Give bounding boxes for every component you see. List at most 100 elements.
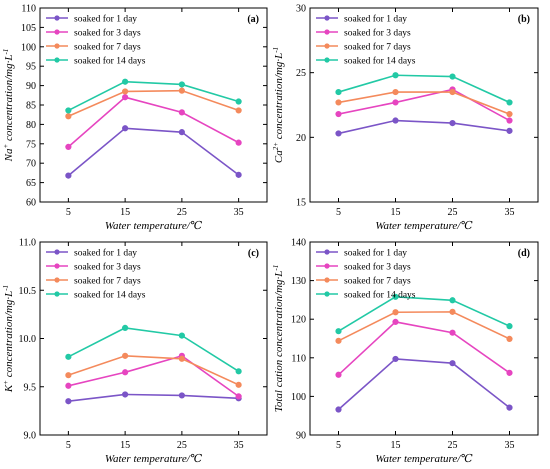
y-tick-label: 110: [21, 4, 36, 15]
y-tick-label: 9.0: [24, 431, 37, 442]
y-tick-label: 70: [26, 159, 36, 170]
data-point: [449, 120, 456, 127]
legend-swatch-marker: [54, 57, 60, 63]
y-tick-label: 100: [21, 42, 36, 53]
legend-swatch-marker: [54, 277, 60, 283]
x-tick-label: 15: [391, 440, 401, 451]
series-line-1: [68, 393, 239, 403]
y-tick-label: 120: [291, 315, 306, 326]
data-point: [235, 393, 242, 400]
legend: soaked for 1 day soaked for 3 days soaked …: [46, 14, 146, 67]
data-point: [178, 81, 185, 88]
series-line-1: [67, 127, 240, 177]
data-point: [335, 99, 342, 106]
y-axis-label: K+ concentration/mg·L-1: [2, 285, 15, 393]
x-tick-label: 15: [120, 440, 130, 451]
legend-swatch-marker: [54, 263, 60, 269]
series-line-2: [68, 354, 240, 398]
chart-panel-2: 15 20 25 30 5 15 25 35 Water temperature/℃ Ca2+ c…: [272, 4, 539, 232]
y-tick-label: 10.0: [19, 334, 37, 345]
y-tick-label: 9.5: [24, 382, 37, 393]
data-point: [122, 78, 129, 85]
data-point: [392, 99, 399, 106]
data-point: [122, 352, 129, 359]
y-tick-label: 30: [296, 4, 306, 15]
data-point: [65, 172, 72, 179]
y-tick-label: 105: [21, 23, 36, 34]
data-point: [335, 110, 342, 118]
data-point: [392, 355, 399, 363]
x-axis-label: Water temperature/℃: [105, 220, 203, 232]
legend: soaked for 1 day soaked for 3 days soaked …: [46, 248, 146, 301]
data-point: [65, 113, 72, 120]
x-tick-label: 35: [234, 207, 244, 218]
plot-frame: [309, 7, 539, 203]
x-tick-label: 5: [336, 207, 341, 218]
legend-label: soaked for 7 days: [74, 276, 141, 287]
legend: soaked for 1 day soaked for 3 days soaked …: [316, 248, 416, 301]
y-tick-label: 110: [291, 353, 306, 364]
legend-label: soaked for 3 days: [74, 262, 141, 273]
x-tick-label: 35: [505, 440, 515, 451]
legend-swatch-marker: [324, 249, 330, 255]
data-point: [449, 329, 456, 336]
legend-label: soaked for 3 days: [344, 262, 411, 273]
series-line-4: [68, 80, 239, 112]
data-point: [65, 398, 72, 405]
series-line-4: [338, 295, 510, 332]
data-point: [335, 130, 342, 137]
chart-panel-1: 60 65 70 75 80 85 90 95 100 105 110 5 15 25 35 Water te…: [2, 4, 268, 232]
x-tick-label: 15: [120, 207, 130, 218]
data-point: [392, 318, 399, 326]
legend-swatch-marker: [324, 15, 330, 21]
y-tick-label: 100: [291, 392, 306, 403]
data-point: [392, 72, 399, 79]
y-tick-label: 25: [296, 68, 306, 79]
x-tick-label: 25: [177, 207, 187, 218]
x-axis-label: Water temperature/℃: [375, 220, 473, 232]
x-axis-label: Water temperature/℃: [105, 453, 203, 465]
plot-frame: [309, 241, 539, 436]
x-tick-label: 25: [448, 440, 458, 451]
legend-label: soaked for 1 day: [344, 248, 407, 259]
legend-label: soaked for 14 days: [344, 290, 416, 301]
data-point: [506, 404, 513, 411]
data-point: [235, 368, 242, 375]
data-point: [235, 171, 242, 178]
x-tick-label: 15: [391, 207, 401, 218]
series-line-1: [337, 358, 510, 411]
data-point: [449, 308, 456, 315]
series-line-4: [338, 74, 510, 104]
data-point: [506, 335, 513, 342]
y-tick-label: 90: [26, 81, 36, 92]
legend-swatch-marker: [324, 29, 330, 35]
legend-label: soaked for 3 days: [344, 28, 411, 39]
data-point: [335, 371, 342, 378]
series-line-2: [337, 321, 510, 376]
legend-swatch-marker: [54, 15, 60, 21]
data-point: [506, 127, 513, 134]
series-line-2: [338, 88, 510, 122]
data-point: [506, 117, 513, 124]
y-tick-label: 20: [296, 133, 306, 144]
chart-panel-4: 90 100 110 120 130 140 5 15 25 35 Water temperatur…: [272, 238, 539, 465]
series-line-3: [338, 91, 510, 115]
x-tick-label: 5: [66, 440, 71, 451]
chart-panel-3: 9.0 9.5 10.0 10.5 11.0 5 15 25 35 Water temperatu…: [2, 238, 268, 465]
data-point: [65, 143, 72, 151]
legend-label: soaked for 7 days: [344, 42, 411, 53]
y-tick-label: 11.0: [19, 238, 36, 249]
data-point: [122, 324, 129, 331]
y-axis-label: Total cation concentration/mg·L-1: [272, 265, 285, 413]
y-tick-label: 90: [296, 431, 306, 442]
legend-swatch-marker: [324, 291, 330, 297]
data-point: [449, 297, 456, 304]
legend-label: soaked for 14 days: [74, 290, 146, 301]
panel-tag: (c): [248, 248, 259, 259]
legend-swatch-marker: [54, 291, 60, 297]
legend-label: soaked for 3 days: [74, 28, 141, 39]
data-point: [178, 109, 185, 116]
y-tick-label: 60: [26, 198, 36, 209]
data-point: [178, 392, 185, 399]
y-tick-label: 130: [291, 276, 306, 287]
